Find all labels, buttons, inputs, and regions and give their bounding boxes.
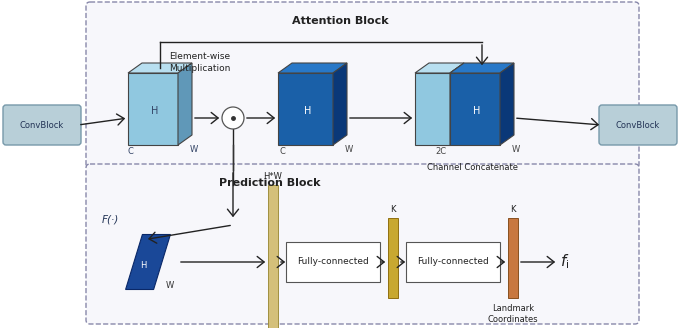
Text: ConvBlock: ConvBlock	[616, 120, 660, 130]
Text: Fully-connected: Fully-connected	[297, 257, 369, 266]
Polygon shape	[500, 63, 514, 145]
Polygon shape	[278, 73, 333, 145]
FancyBboxPatch shape	[406, 242, 500, 282]
Polygon shape	[128, 73, 178, 145]
FancyBboxPatch shape	[86, 164, 639, 324]
Text: H: H	[152, 106, 158, 116]
Circle shape	[222, 107, 244, 129]
Text: C: C	[279, 147, 285, 155]
Text: K: K	[510, 205, 515, 214]
Text: F(·): F(·)	[101, 215, 118, 225]
Text: Element-wise
Multiplication: Element-wise Multiplication	[169, 52, 231, 73]
Text: $f_{\mathrm{i}}$: $f_{\mathrm{i}}$	[560, 253, 569, 271]
Text: ConvBlock: ConvBlock	[20, 120, 64, 130]
FancyBboxPatch shape	[599, 105, 677, 145]
Text: H: H	[304, 106, 311, 116]
FancyBboxPatch shape	[286, 242, 380, 282]
Text: W: W	[166, 280, 174, 290]
Polygon shape	[415, 63, 464, 73]
FancyBboxPatch shape	[3, 105, 81, 145]
Text: W: W	[512, 146, 520, 154]
Text: Attention Block: Attention Block	[292, 16, 388, 26]
Polygon shape	[278, 63, 347, 73]
Text: Landmark
Coordinates: Landmark Coordinates	[488, 304, 539, 324]
Text: 2C: 2C	[435, 147, 446, 155]
Polygon shape	[128, 63, 192, 73]
Text: C: C	[127, 147, 133, 155]
Text: H: H	[140, 260, 146, 270]
Polygon shape	[178, 63, 192, 145]
Bar	[508, 218, 518, 298]
Polygon shape	[450, 73, 500, 145]
Text: Fully-connected: Fully-connected	[417, 257, 489, 266]
Polygon shape	[126, 235, 171, 290]
Polygon shape	[333, 63, 347, 145]
Text: W: W	[345, 146, 353, 154]
Text: K: K	[390, 205, 396, 214]
Text: Prediction Block: Prediction Block	[219, 178, 321, 188]
Polygon shape	[450, 63, 464, 145]
Polygon shape	[450, 63, 514, 73]
Bar	[388, 218, 398, 298]
Text: ·: ·	[231, 112, 235, 126]
Bar	[268, 185, 278, 328]
Polygon shape	[415, 73, 450, 145]
Text: H*W: H*W	[264, 172, 282, 181]
Text: H: H	[473, 106, 481, 116]
FancyBboxPatch shape	[86, 2, 639, 168]
Text: Channel Concatenate: Channel Concatenate	[427, 163, 518, 172]
Text: W: W	[190, 146, 198, 154]
